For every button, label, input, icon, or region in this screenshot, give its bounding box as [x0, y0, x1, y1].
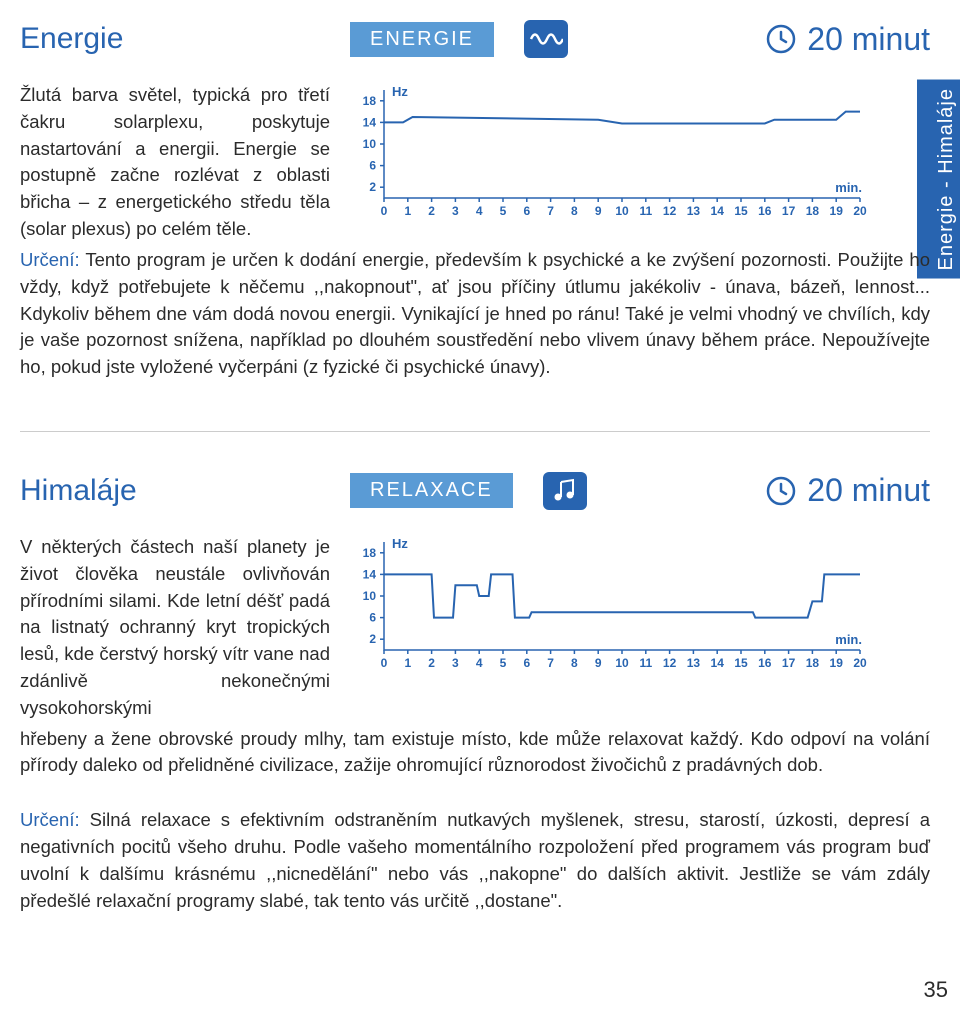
svg-text:18: 18: [806, 204, 820, 218]
svg-text:13: 13: [687, 656, 701, 670]
svg-text:16: 16: [758, 204, 772, 218]
body-row: Žlutá barva světel, typická pro třetí ča…: [20, 82, 930, 243]
svg-text:18: 18: [363, 94, 377, 108]
svg-text:5: 5: [500, 204, 507, 218]
svg-text:6: 6: [369, 611, 376, 625]
svg-text:7: 7: [547, 656, 554, 670]
svg-text:14: 14: [363, 115, 377, 129]
urceni-block: Určení: Silná relaxace s efektivním odst…: [20, 807, 930, 914]
header-row: Energie ENERGIE 20 minut: [20, 20, 930, 58]
svg-text:16: 16: [758, 656, 772, 670]
svg-text:10: 10: [615, 204, 629, 218]
svg-text:17: 17: [782, 204, 796, 218]
section-title: Energie: [20, 22, 350, 56]
svg-text:11: 11: [639, 656, 652, 670]
svg-text:2: 2: [428, 204, 435, 218]
clock-icon: [765, 23, 797, 55]
urceni-label: Určení:: [20, 249, 80, 270]
svg-text:2: 2: [369, 632, 376, 646]
svg-text:20: 20: [853, 204, 867, 218]
body-row: V některých částech naší planety je živo…: [20, 534, 930, 722]
svg-text:10: 10: [615, 656, 629, 670]
duration: 20 minut: [765, 21, 930, 58]
intro-text: V některých částech naší planety je živo…: [20, 534, 330, 722]
urceni-label: Určení:: [20, 809, 80, 830]
section-divider: [20, 431, 930, 432]
svg-text:9: 9: [595, 656, 602, 670]
svg-text:17: 17: [782, 656, 796, 670]
svg-text:min.: min.: [835, 632, 862, 647]
svg-text:15: 15: [734, 656, 748, 670]
duration: 20 minut: [765, 472, 930, 509]
svg-text:3: 3: [452, 656, 459, 670]
svg-text:19: 19: [830, 656, 844, 670]
wave-icon: [524, 20, 568, 58]
section-himalaje: Himaláje RELAXACE 20 minut V některých č…: [20, 472, 930, 915]
svg-text:1: 1: [404, 656, 411, 670]
svg-text:7: 7: [547, 204, 554, 218]
clock-icon: [765, 475, 797, 507]
svg-text:3: 3: [452, 204, 459, 218]
svg-text:8: 8: [571, 656, 578, 670]
duration-text: 20 minut: [807, 21, 930, 58]
svg-text:15: 15: [734, 204, 748, 218]
svg-text:14: 14: [711, 204, 725, 218]
section-energie: Energie ENERGIE 20 minut Žlutá barva svě…: [20, 20, 930, 381]
svg-text:6: 6: [369, 159, 376, 173]
page-number: 35: [924, 977, 948, 1003]
svg-text:12: 12: [663, 656, 677, 670]
svg-text:14: 14: [363, 567, 377, 581]
svg-text:min.: min.: [835, 180, 862, 195]
svg-text:14: 14: [711, 656, 725, 670]
chart-container: 2610141801234567891011121314151617181920…: [350, 534, 930, 722]
svg-text:2: 2: [428, 656, 435, 670]
svg-text:Hz: Hz: [392, 84, 408, 99]
category-badge: ENERGIE: [350, 22, 494, 57]
svg-text:19: 19: [830, 204, 844, 218]
intro-text: Žlutá barva světel, typická pro třetí ča…: [20, 82, 330, 243]
svg-text:Hz: Hz: [392, 536, 408, 551]
music-icon: [543, 472, 587, 510]
svg-text:1: 1: [404, 204, 411, 218]
svg-text:11: 11: [639, 204, 652, 218]
svg-text:4: 4: [476, 204, 483, 218]
header-row: Himaláje RELAXACE 20 minut: [20, 472, 930, 510]
chart-container: 2610141801234567891011121314151617181920…: [350, 82, 930, 243]
svg-text:2: 2: [369, 180, 376, 194]
svg-text:8: 8: [571, 204, 578, 218]
svg-text:6: 6: [523, 204, 530, 218]
flow-text: Určení: Tento program je určen k dodání …: [20, 247, 930, 381]
section-title: Himaláje: [20, 474, 350, 508]
svg-text:18: 18: [363, 546, 377, 560]
urceni-text: Silná relaxace s efektivním odstraněním …: [20, 809, 930, 910]
svg-text:4: 4: [476, 656, 483, 670]
svg-text:12: 12: [663, 204, 677, 218]
svg-text:6: 6: [523, 656, 530, 670]
duration-text: 20 minut: [807, 472, 930, 509]
svg-text:9: 9: [595, 204, 602, 218]
flow-text: hřebeny a žene obrovské proudy mlhy, tam…: [20, 726, 930, 780]
svg-text:20: 20: [853, 656, 867, 670]
svg-text:0: 0: [381, 204, 388, 218]
svg-text:10: 10: [363, 137, 377, 151]
svg-text:13: 13: [687, 204, 701, 218]
svg-text:0: 0: [381, 656, 388, 670]
svg-text:10: 10: [363, 589, 377, 603]
body-text: Tento program je určen k dodání energie,…: [20, 249, 930, 377]
svg-text:18: 18: [806, 656, 820, 670]
svg-text:5: 5: [500, 656, 507, 670]
category-badge: RELAXACE: [350, 473, 513, 508]
